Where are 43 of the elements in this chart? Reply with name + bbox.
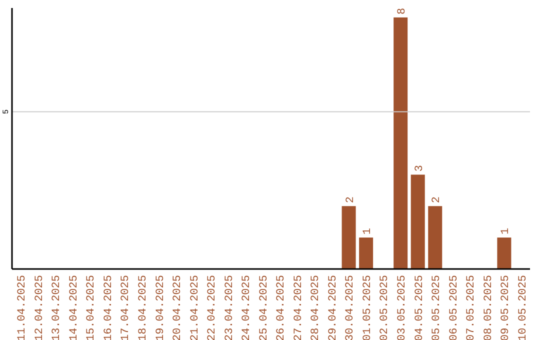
bar (497, 238, 512, 269)
bar (428, 206, 442, 269)
data-label: 3 (414, 165, 426, 172)
x-tick-label: 06.05.2025 (448, 275, 460, 340)
x-tick-label: 17.04.2025 (120, 275, 132, 340)
x-tick-label: 20.04.2025 (172, 275, 184, 340)
x-tick-label: 16.04.2025 (102, 275, 115, 340)
bar (410, 174, 425, 269)
x-tick-label: 12.04.2025 (34, 275, 46, 340)
x-tick-label: 11.04.2025 (16, 275, 29, 340)
x-tick-label: 29.04.2025 (327, 275, 340, 340)
x-tick-label: 18.04.2025 (138, 275, 150, 340)
x-tick-label: 03.05.2025 (396, 275, 408, 340)
x-tick-label: 01.05.2025 (362, 275, 374, 340)
bar (394, 17, 408, 269)
x-tick-label: 13.04.2025 (51, 275, 64, 340)
y-tick-label: 5 (2, 109, 11, 114)
bar (359, 238, 374, 269)
x-tick-label: 28.04.2025 (310, 275, 322, 340)
x-tick-label: 04.05.2025 (414, 275, 426, 340)
data-label: 1 (500, 228, 512, 235)
data-label: 8 (396, 8, 409, 14)
x-tick-label: 19.04.2025 (154, 275, 167, 340)
x-tick-label: 09.05.2025 (500, 275, 512, 340)
x-tick-label: 21.04.2025 (189, 275, 202, 340)
data-label: 2 (344, 196, 357, 204)
x-tick-label: 26.04.2025 (276, 275, 288, 340)
data-label: 2 (431, 196, 444, 204)
x-tick-label: 05.05.2025 (431, 275, 444, 340)
x-tick-label: 10.05.2025 (517, 275, 530, 340)
bar (342, 206, 356, 269)
x-tick-label: 15.04.2025 (86, 275, 98, 340)
x-tick-label: 02.05.2025 (379, 275, 392, 340)
x-tick-label: 25.04.2025 (258, 275, 270, 340)
x-tick-label: 07.05.2025 (466, 275, 478, 340)
data-label: 1 (362, 228, 374, 235)
x-tick-label: 24.04.2025 (241, 275, 254, 340)
x-tick-label: 22.04.2025 (206, 275, 219, 340)
x-tick-label: 30.04.2025 (344, 275, 357, 340)
x-tick-label: 08.05.2025 (482, 275, 495, 340)
x-tick-label: 23.04.2025 (224, 275, 236, 340)
x-tick-label: 14.04.2025 (68, 275, 80, 340)
x-tick-label: 27.04.2025 (292, 275, 305, 340)
